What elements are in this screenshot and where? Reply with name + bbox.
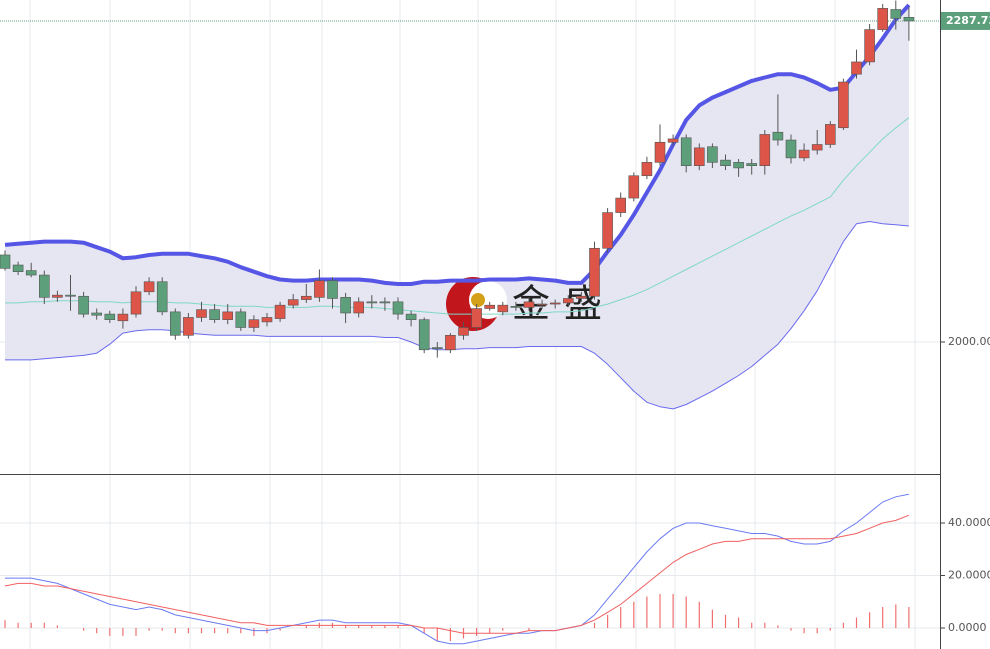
candle-body <box>170 311 181 336</box>
candle-body <box>12 264 24 273</box>
candle-body <box>903 16 915 22</box>
candle-body <box>851 61 862 75</box>
last-price-label: 2287.73 <box>946 14 990 27</box>
band-line <box>5 117 910 315</box>
candle-body <box>824 124 836 145</box>
candle-body <box>65 294 76 297</box>
candle-body <box>667 138 679 143</box>
candle-body <box>274 304 286 319</box>
candle-body <box>0 254 11 269</box>
candle-body <box>562 298 574 304</box>
candle-body <box>615 197 627 213</box>
candle-body <box>418 319 430 351</box>
candle-body <box>445 335 456 351</box>
candle-body <box>536 303 548 306</box>
y-tick-label: 2000.00 <box>948 335 990 348</box>
candle-body <box>484 304 496 309</box>
candle-body <box>759 134 771 166</box>
candle-body <box>196 309 207 318</box>
candle-body <box>811 144 823 151</box>
band-line <box>5 221 909 410</box>
candle-body <box>287 299 299 306</box>
candle-body <box>890 9 902 19</box>
candle-body <box>602 212 613 249</box>
candle-body <box>25 270 37 276</box>
candle-body <box>785 139 797 159</box>
candle-body <box>353 301 365 314</box>
candle-body <box>327 280 338 299</box>
candle-body <box>52 294 63 298</box>
candle-body <box>366 301 378 304</box>
candle-body <box>733 162 744 169</box>
candle-body <box>720 159 731 166</box>
macd-line <box>4 514 910 634</box>
candle-body <box>78 295 89 315</box>
candle-body <box>864 29 875 63</box>
candle-body <box>707 146 718 163</box>
candle-body <box>405 313 417 320</box>
band-area <box>5 5 909 409</box>
candle-body <box>156 281 168 313</box>
band-line <box>4 3 911 286</box>
candle-body <box>300 295 312 300</box>
candle-body <box>838 81 849 129</box>
candle-body <box>654 141 666 163</box>
candle-body <box>143 281 155 293</box>
candle-body <box>91 312 102 316</box>
y-tick-label: 20.0000 <box>948 569 990 582</box>
candle-body <box>549 302 561 305</box>
candle-body <box>798 149 810 159</box>
candle-body <box>314 280 325 298</box>
candle-body <box>248 319 260 328</box>
candle-body <box>130 291 142 315</box>
candle-body <box>38 274 50 298</box>
candle-body <box>392 301 404 315</box>
last-price-box <box>941 11 990 30</box>
candle-body <box>772 131 784 141</box>
candle-body <box>589 247 600 297</box>
candle-body <box>877 8 889 30</box>
candle-body <box>261 317 273 323</box>
logo-dot <box>471 293 485 307</box>
candle-body <box>431 347 443 349</box>
candle-body <box>117 313 129 322</box>
candle-body <box>576 295 587 299</box>
candle-body <box>379 301 391 304</box>
macd-line <box>5 493 909 645</box>
candle-body <box>680 137 692 166</box>
candle-body <box>523 301 535 308</box>
candle-body <box>471 308 482 328</box>
candle-body <box>693 147 705 166</box>
candle-body <box>340 297 351 314</box>
candle-body <box>641 162 653 177</box>
candle-body <box>497 304 509 313</box>
y-tick-label: 0.0000 <box>948 621 987 634</box>
candle-body <box>510 305 522 308</box>
candle-body <box>104 313 116 320</box>
candle-body <box>458 327 469 336</box>
y-tick-label: 40.0000 <box>948 516 990 529</box>
candle-body <box>746 163 758 166</box>
candle-body <box>209 309 220 320</box>
candle-body <box>235 311 247 328</box>
candle-body <box>628 175 640 199</box>
candle-body <box>183 317 194 336</box>
candle-body <box>222 311 233 320</box>
